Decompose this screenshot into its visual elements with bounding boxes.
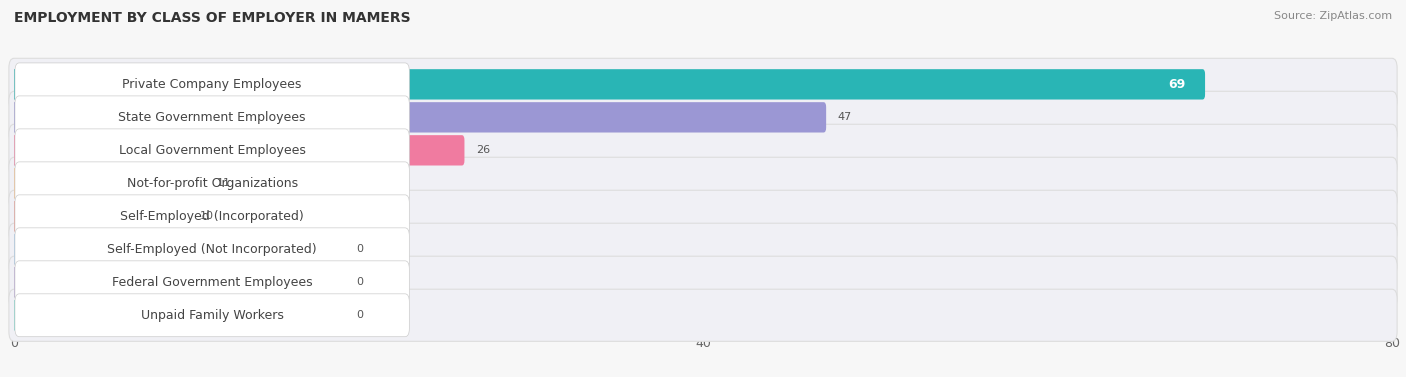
FancyBboxPatch shape	[11, 234, 344, 265]
FancyBboxPatch shape	[15, 228, 409, 271]
FancyBboxPatch shape	[11, 135, 464, 166]
Text: 0: 0	[356, 277, 363, 287]
FancyBboxPatch shape	[15, 129, 409, 172]
Text: Source: ZipAtlas.com: Source: ZipAtlas.com	[1274, 11, 1392, 21]
Text: State Government Employees: State Government Employees	[118, 111, 307, 124]
Text: 69: 69	[1168, 78, 1185, 91]
Text: 0: 0	[356, 310, 363, 320]
Text: Federal Government Employees: Federal Government Employees	[112, 276, 312, 289]
Text: 10: 10	[200, 211, 214, 221]
FancyBboxPatch shape	[15, 294, 409, 337]
FancyBboxPatch shape	[8, 223, 1398, 275]
Text: EMPLOYMENT BY CLASS OF EMPLOYER IN MAMERS: EMPLOYMENT BY CLASS OF EMPLOYER IN MAMER…	[14, 11, 411, 25]
FancyBboxPatch shape	[15, 261, 409, 304]
FancyBboxPatch shape	[8, 256, 1398, 308]
FancyBboxPatch shape	[11, 69, 1205, 100]
FancyBboxPatch shape	[8, 157, 1398, 209]
Text: 47: 47	[838, 112, 852, 123]
FancyBboxPatch shape	[15, 195, 409, 238]
FancyBboxPatch shape	[8, 289, 1398, 341]
FancyBboxPatch shape	[15, 96, 409, 139]
Text: Unpaid Family Workers: Unpaid Family Workers	[141, 309, 284, 322]
FancyBboxPatch shape	[8, 124, 1398, 176]
FancyBboxPatch shape	[11, 201, 188, 231]
Text: Local Government Employees: Local Government Employees	[118, 144, 305, 157]
Text: 0: 0	[356, 244, 363, 254]
FancyBboxPatch shape	[11, 267, 344, 297]
Text: Self-Employed (Incorporated): Self-Employed (Incorporated)	[121, 210, 304, 223]
FancyBboxPatch shape	[11, 300, 344, 330]
Text: 11: 11	[218, 178, 232, 188]
FancyBboxPatch shape	[15, 63, 409, 106]
Text: Private Company Employees: Private Company Employees	[122, 78, 302, 91]
FancyBboxPatch shape	[15, 162, 409, 205]
FancyBboxPatch shape	[8, 190, 1398, 242]
Text: Self-Employed (Not Incorporated): Self-Employed (Not Incorporated)	[107, 243, 316, 256]
FancyBboxPatch shape	[11, 168, 207, 199]
FancyBboxPatch shape	[8, 58, 1398, 110]
Text: 26: 26	[475, 145, 489, 155]
FancyBboxPatch shape	[11, 102, 827, 133]
FancyBboxPatch shape	[8, 91, 1398, 143]
Text: Not-for-profit Organizations: Not-for-profit Organizations	[127, 177, 298, 190]
